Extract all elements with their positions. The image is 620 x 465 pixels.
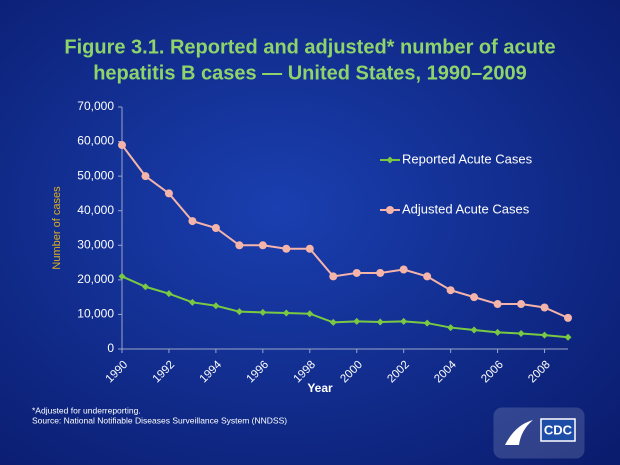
data-point: [282, 309, 290, 317]
y-tick-label: 20,000: [77, 272, 114, 286]
footnote: Source: National Notifiable Diseases Sur…: [32, 415, 287, 425]
data-point: [258, 241, 267, 250]
data-point: [352, 268, 361, 277]
chart-title: Figure 3.1. Reported and adjusted* numbe…: [64, 36, 555, 58]
data-point: [423, 319, 431, 327]
data-point: [386, 156, 394, 164]
footnote: *Adjusted for underreporting.: [32, 405, 141, 415]
data-point: [447, 324, 455, 332]
y-tick-label: 10,000: [77, 307, 114, 321]
data-point: [188, 298, 196, 306]
y-tick-label: 70,000: [77, 99, 114, 113]
data-point: [494, 328, 502, 336]
data-point: [164, 189, 173, 198]
x-axis-label: Year: [307, 381, 333, 395]
data-point: [188, 217, 197, 226]
data-point: [329, 272, 338, 281]
y-tick-label: 40,000: [77, 203, 114, 217]
data-point: [423, 272, 432, 281]
logo-text: CDC: [544, 422, 573, 437]
data-point: [517, 300, 526, 309]
data-point: [353, 317, 361, 325]
series-line: [121, 144, 569, 319]
chart-title: hepatitis B cases — United States, 1990–…: [93, 62, 527, 84]
legend-label: Reported Acute Cases: [402, 151, 533, 166]
data-point: [493, 300, 502, 309]
data-point: [399, 265, 408, 274]
data-point: [235, 241, 244, 250]
series-line: [121, 275, 569, 339]
data-point: [376, 268, 385, 277]
data-point: [211, 224, 220, 232]
data-point: [306, 310, 314, 318]
y-tick-label: 0: [107, 341, 114, 355]
y-axis-label: Number of cases: [51, 186, 63, 270]
data-point: [165, 290, 173, 298]
y-tick-label: 50,000: [77, 168, 114, 182]
data-point: [400, 317, 408, 325]
data-point: [470, 326, 478, 334]
data-point: [446, 286, 455, 295]
data-point: [517, 329, 525, 337]
logo: CDC: [493, 407, 585, 459]
data-point: [141, 172, 150, 181]
data-point: [118, 272, 126, 280]
data-point: [564, 313, 572, 322]
data-point: [282, 244, 291, 253]
data-point: [541, 331, 549, 339]
data-point: [235, 308, 243, 316]
y-tick-label: 60,000: [77, 134, 114, 148]
data-point: [259, 308, 267, 316]
data-point: [212, 302, 220, 310]
data-point: [305, 244, 314, 253]
data-point: [376, 318, 384, 326]
data-point: [470, 293, 479, 302]
data-point: [564, 333, 572, 341]
data-point: [386, 206, 394, 214]
y-tick-label: 30,000: [77, 237, 114, 251]
data-point: [141, 283, 149, 291]
data-point: [329, 318, 337, 326]
legend-label: Adjusted Acute Cases: [402, 201, 530, 216]
data-point: [540, 303, 549, 312]
data-point: [118, 141, 126, 150]
